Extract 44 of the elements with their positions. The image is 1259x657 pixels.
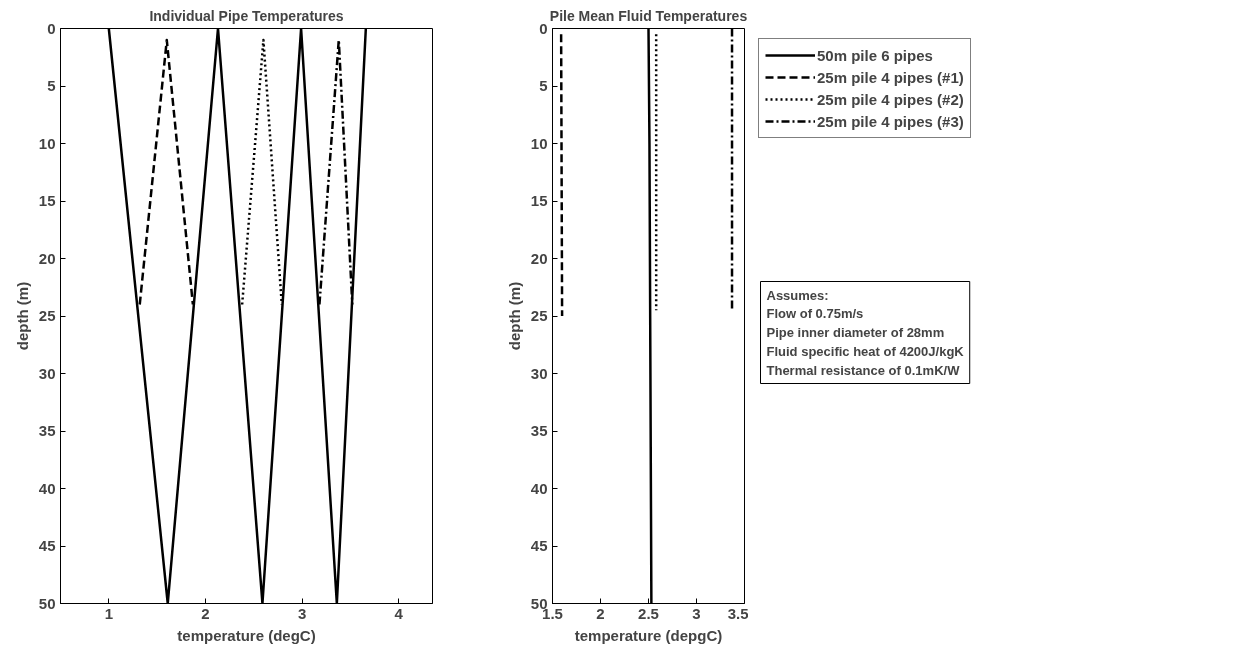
legend-label: 25m pile 4 pipes (#3)	[817, 112, 964, 130]
x-tick-label: 1	[104, 604, 113, 622]
y-tick-label: 45	[530, 537, 548, 554]
x-tick-label: 4	[394, 604, 404, 622]
y-tick-label: 10	[38, 134, 56, 152]
y-tick-label: 50	[38, 594, 56, 612]
y-tick-label: 15	[38, 192, 56, 209]
y-tick-label: 30	[530, 364, 548, 382]
y-tick-label: 15	[530, 192, 548, 209]
text: Flow of 0.75m/s	[766, 306, 864, 322]
text: Thermal resistance of 0.1mK/W	[766, 362, 961, 378]
y-tick-label: 35	[38, 422, 56, 439]
x-tick-label: 2	[201, 604, 210, 622]
y-tick-label: 20	[530, 249, 548, 267]
y-tick-label: 45	[38, 537, 56, 554]
y-tick-label: 30	[38, 364, 56, 382]
y-tick-label: 10	[530, 134, 548, 152]
y-tick-label: 0	[47, 19, 56, 37]
y-tick-label: 40	[38, 479, 56, 497]
y-axis-title: depth (m)	[13, 281, 31, 351]
x-tick-label: 3.5	[727, 604, 749, 622]
y-tick-label: 0	[539, 19, 548, 37]
y-tick-label: 5	[539, 77, 548, 94]
text: Assumes:	[766, 287, 829, 303]
x-axis-title: temperature (depgC)	[574, 626, 723, 644]
legend-label: 25m pile 4 pipes (#1)	[817, 68, 964, 86]
y-tick-label: 25	[38, 307, 56, 324]
x-tick-label: 3	[692, 604, 701, 622]
x-tick-label: 2.5	[638, 604, 659, 622]
y-tick-label: 35	[530, 422, 548, 439]
x-tick-label: 2	[596, 604, 605, 622]
legend-label: 25m pile 4 pipes (#2)	[817, 90, 964, 108]
y-tick-label: 40	[530, 479, 548, 497]
y-tick-label: 5	[47, 77, 56, 94]
y-tick-label: 25	[530, 307, 548, 324]
chart-title: Individual Pipe Temperatures	[149, 7, 344, 24]
x-axis-title: temperature (degC)	[177, 626, 316, 644]
y-axis-title: depth (m)	[505, 281, 523, 351]
chart-title: Pile Mean Fluid Temperatures	[549, 7, 748, 24]
text: Fluid specific heat of 4200J/kgK	[766, 343, 965, 359]
text: Pipe inner diameter of 28mm	[766, 325, 945, 340]
y-tick-label: 20	[38, 249, 56, 267]
legend-label: 50m pile 6 pipes	[817, 46, 933, 64]
x-tick-label: 3	[297, 604, 307, 622]
